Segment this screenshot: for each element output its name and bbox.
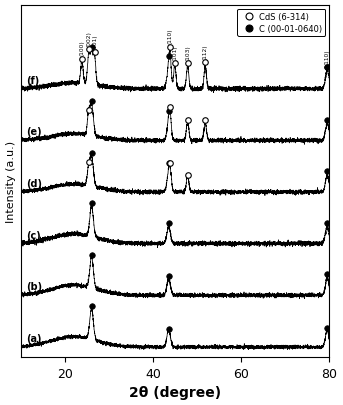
Text: (b): (b) bbox=[26, 281, 43, 292]
Text: (110): (110) bbox=[325, 49, 330, 64]
Text: (c): (c) bbox=[26, 230, 41, 240]
Text: (103): (103) bbox=[185, 45, 190, 60]
Text: (110): (110) bbox=[167, 29, 173, 44]
X-axis label: 2θ (degree): 2θ (degree) bbox=[129, 386, 221, 399]
Legend: CdS (6-314), C (00-01-0640): CdS (6-314), C (00-01-0640) bbox=[237, 10, 325, 37]
Text: (112): (112) bbox=[203, 44, 208, 60]
Text: (101): (101) bbox=[92, 34, 97, 49]
Text: (101): (101) bbox=[172, 45, 177, 61]
Text: (e): (e) bbox=[26, 127, 42, 137]
Text: (f): (f) bbox=[26, 76, 40, 85]
Text: (002): (002) bbox=[86, 31, 91, 47]
Text: (100): (100) bbox=[79, 40, 84, 56]
Y-axis label: Intensity (a.u.): Intensity (a.u.) bbox=[5, 141, 15, 222]
Text: (d): (d) bbox=[26, 179, 43, 189]
Text: (a): (a) bbox=[26, 333, 42, 343]
